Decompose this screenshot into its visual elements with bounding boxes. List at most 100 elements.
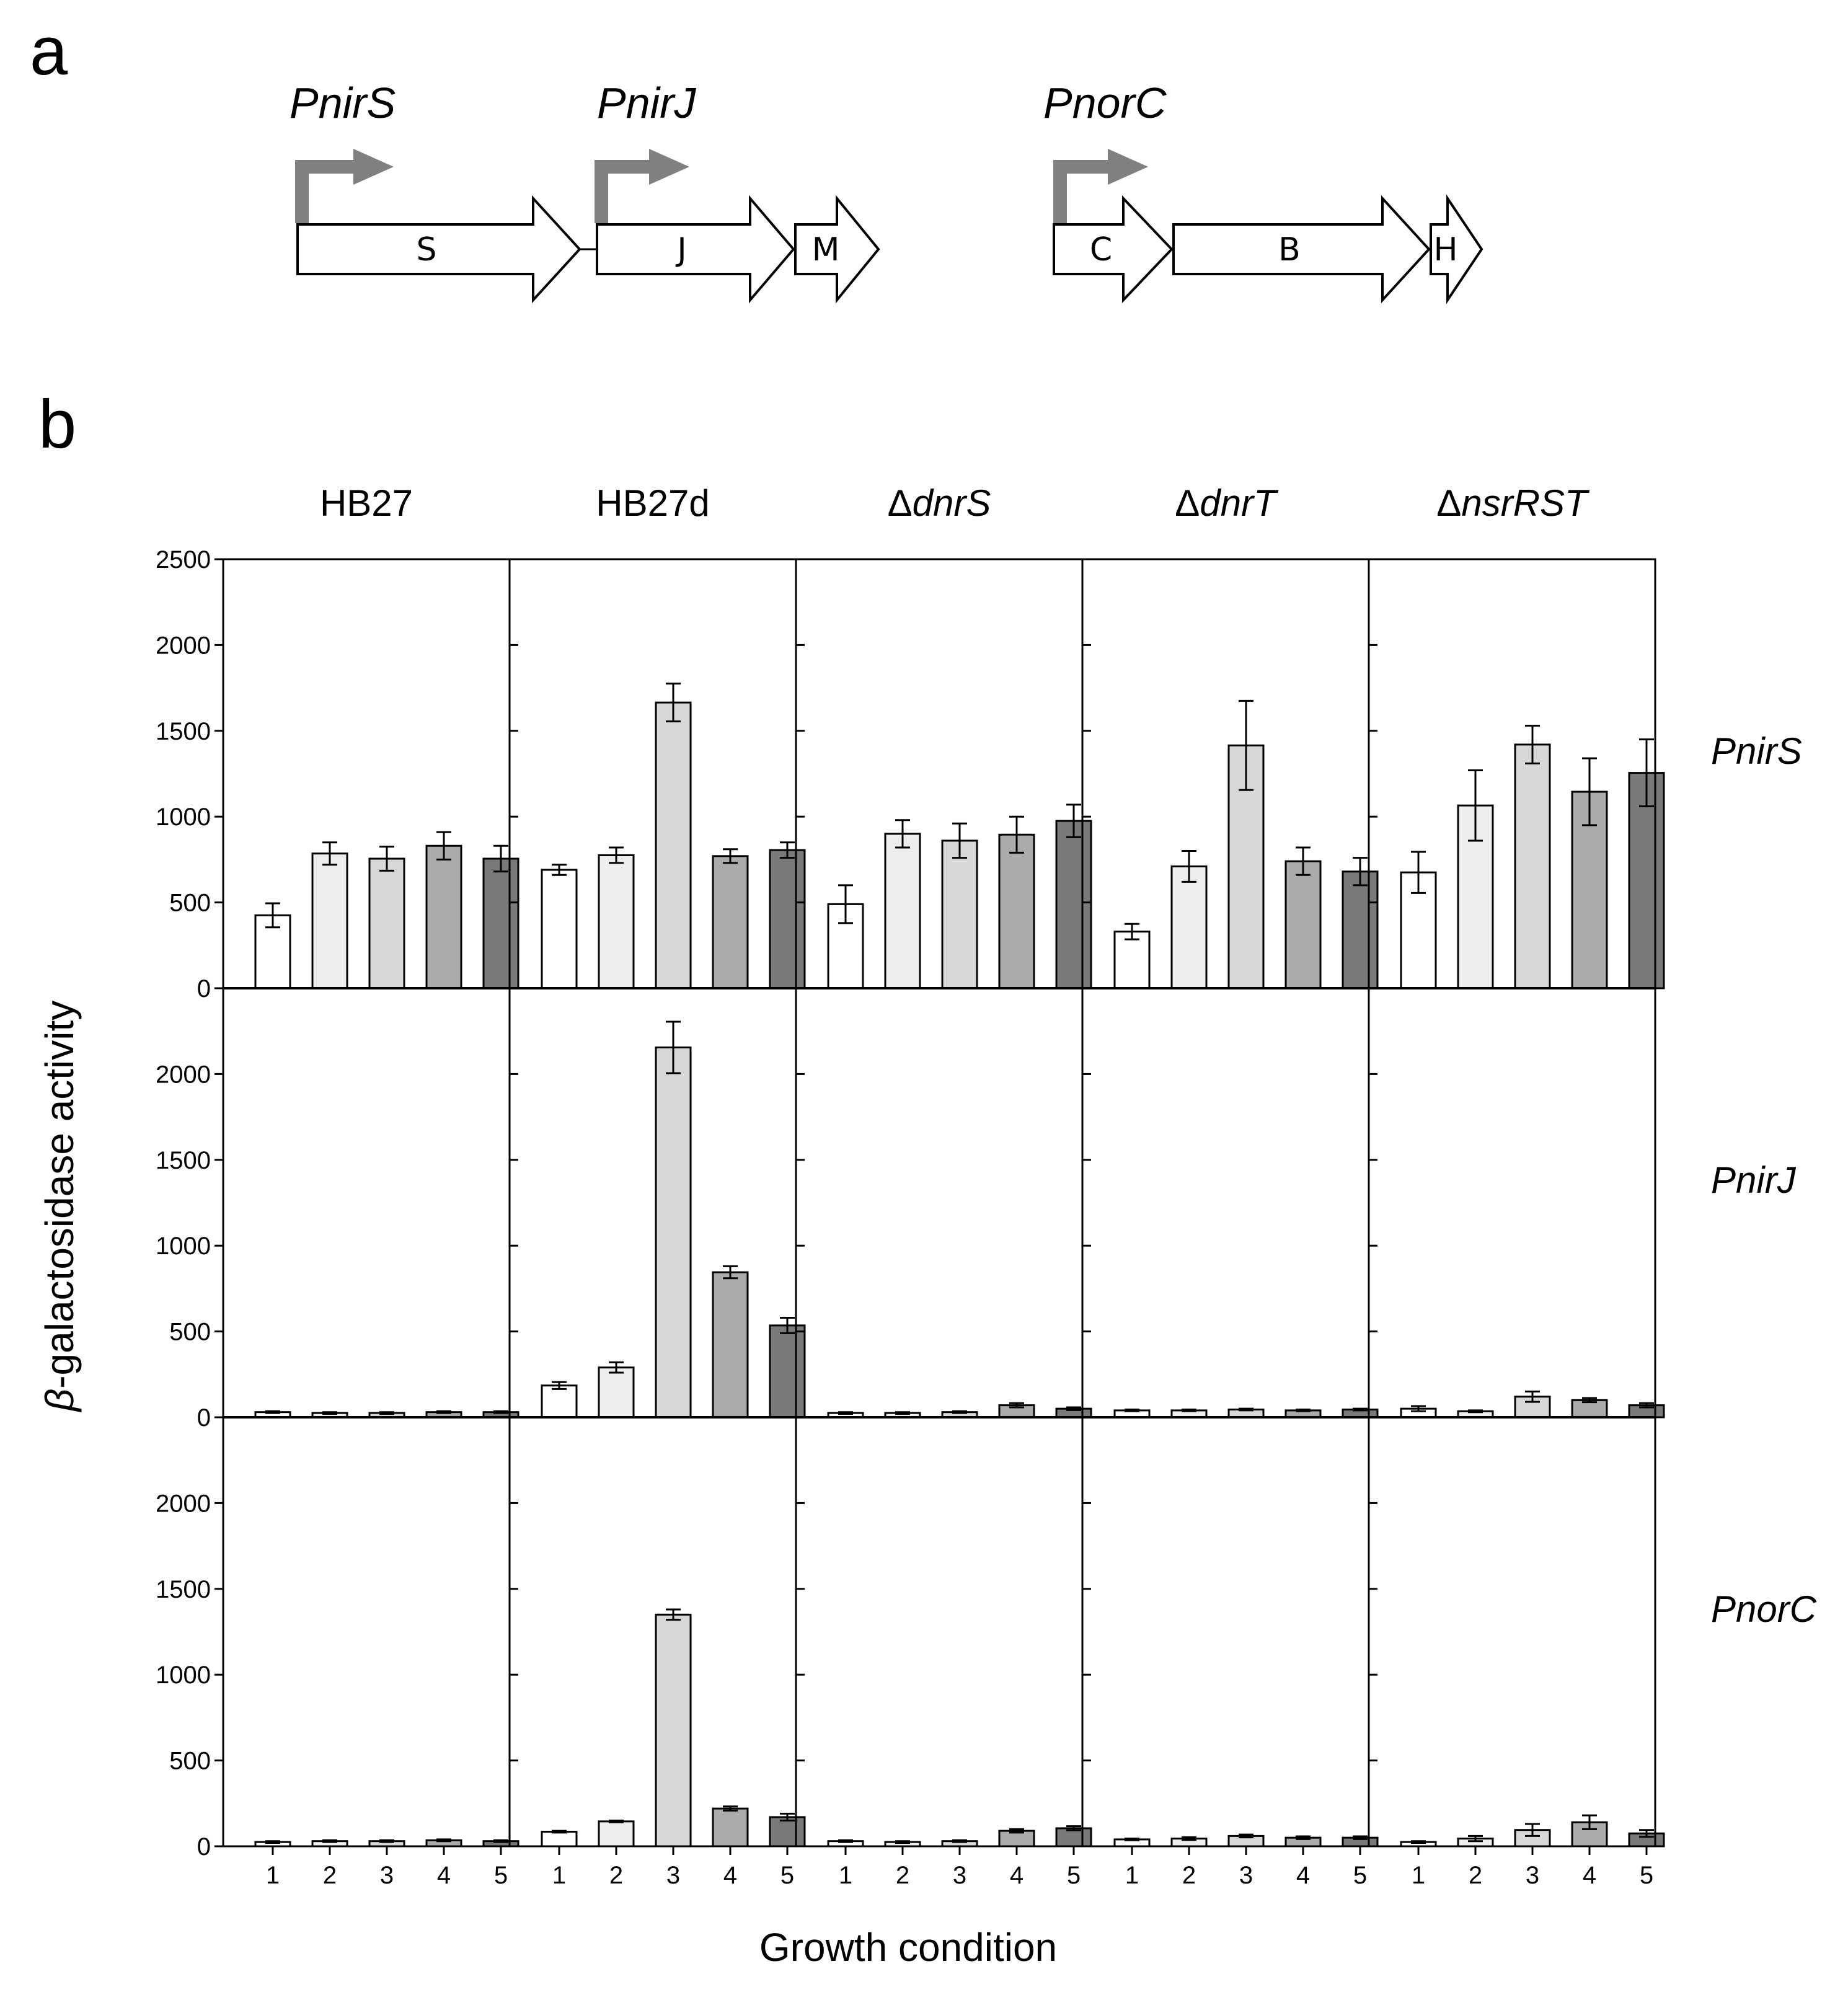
strain-header-delta: Δ: [1175, 482, 1200, 524]
x-tick-label: 3: [953, 1862, 966, 1889]
bar-PnirS-HB27-2: [311, 852, 348, 989]
strain-header-HB27d: HB27d: [596, 482, 709, 524]
promoter-arrow-nirS: [295, 160, 356, 223]
y-tick-label: 500: [169, 1319, 211, 1346]
bar-PnorC-HB27d-2: [598, 1820, 635, 1848]
y-tick-label: 2000: [156, 1490, 211, 1517]
x-tick-label: 1: [266, 1862, 280, 1889]
x-axis-title: Growth condition: [759, 1925, 1057, 1970]
bar-PnirS-HB27-4: [425, 844, 462, 989]
x-tick-label: 3: [1526, 1862, 1539, 1889]
promoter-arrowhead-nirJ: [649, 149, 689, 185]
bar-PnirJ-HB27d-1: [541, 1384, 578, 1419]
strain-header-name: nsrRST: [1461, 482, 1590, 524]
bar-PnirS-nsrRST-5: [1628, 772, 1665, 989]
x-tick-label: 1: [1125, 1862, 1139, 1889]
plot-frame: [222, 558, 1656, 1848]
gene-arrow-C: [1053, 195, 1174, 304]
bar-PnirS-HB27d-1: [541, 869, 578, 989]
gene-arrow-B: [1172, 195, 1431, 304]
x-tick-label: 3: [1239, 1862, 1253, 1889]
y-tick-label: 1500: [156, 1147, 211, 1174]
gene-label-M: M: [812, 231, 840, 268]
bar-PnorC-HB27d-4: [712, 1807, 749, 1848]
x-tick-label: 5: [1640, 1862, 1653, 1889]
strain-header-name: HB27d: [596, 482, 709, 524]
gene-label-B: B: [1278, 231, 1301, 268]
bar-PnirS-HB27d-4: [712, 855, 749, 989]
bar-PnirS-dnrT-5: [1342, 870, 1379, 989]
gene-label-C: C: [1090, 231, 1112, 268]
bar-PnorC-HB27d-5: [769, 1816, 806, 1848]
bar-PnirS-dnrS-2: [884, 833, 921, 989]
x-tick-label: 5: [1353, 1862, 1367, 1889]
x-tick-label: 1: [1412, 1862, 1425, 1889]
x-tick-label: 4: [723, 1862, 737, 1889]
gene-arrow-M: [794, 195, 880, 304]
x-tick-label: 2: [1182, 1862, 1196, 1889]
gene-label-J: J: [675, 231, 686, 268]
y-tick-label: 0: [197, 975, 211, 1002]
bar-PnirS-HB27d-2: [598, 854, 635, 989]
y-tick-label: 500: [169, 1748, 211, 1775]
promoter-label-norC: PnorC: [1043, 79, 1167, 127]
x-tick-label: 2: [323, 1862, 337, 1889]
bar-PnirS-dnrT-4: [1284, 860, 1322, 989]
x-tick-label: 2: [896, 1862, 909, 1889]
y-axis-title-text: -galactosidase activity: [37, 1001, 82, 1389]
strain-header-nsrRST: ΔnsrRST: [1436, 482, 1590, 524]
bar-PnirS-dnrT-2: [1170, 865, 1208, 989]
y-tick-label: 0: [197, 1833, 211, 1861]
x-tick-label: 1: [839, 1862, 852, 1889]
gene-arrow-J: [596, 195, 795, 304]
x-tick-label: 2: [1469, 1862, 1482, 1889]
bar-PnirS-HB27-3: [368, 857, 405, 989]
y-tick-label: 1000: [156, 803, 211, 831]
operon-diagram: PnirS PnirJ PnorC S J M C B H: [290, 79, 1483, 304]
bar-PnorC-HB27d-1: [541, 1830, 578, 1848]
bar-chart-grid: HB27 HB27d ΔdnrS ΔdnrT ΔnsrRST05001000150020…: [156, 482, 1817, 1889]
strain-header-dnrT: ΔdnrT: [1175, 482, 1279, 524]
bar-PnirJ-HB27d-5: [769, 1324, 806, 1419]
row-label-PnirJ: PnirJ: [1711, 1159, 1797, 1201]
y-axis-title: β-galactosidase activity: [37, 1001, 82, 1413]
x-tick-label: 5: [494, 1862, 508, 1889]
x-tick-label: 2: [609, 1862, 623, 1889]
x-tick-label: 5: [780, 1862, 794, 1889]
y-tick-label: 1500: [156, 718, 211, 745]
y-tick-label: 500: [169, 890, 211, 917]
bar-PnirJ-HB27d-4: [712, 1271, 749, 1419]
bar-PnirS-dnrS-5: [1055, 820, 1092, 989]
y-tick-label: 1000: [156, 1662, 211, 1689]
x-tick-label: 4: [1583, 1862, 1596, 1889]
bar-PnorC-dnrS-5: [1055, 1827, 1092, 1848]
bar-PnirS-HB27d-5: [769, 849, 806, 989]
panel-b-label: b: [38, 386, 76, 463]
bar-PnirS-HB27-5: [482, 857, 519, 989]
promoter-arrow-norC: [1053, 160, 1111, 223]
gene-arrow-H: [1430, 194, 1483, 304]
panel-a-label: a: [30, 13, 68, 89]
bar-PnirS-dnrS-4: [998, 833, 1035, 989]
gene-label-S: S: [416, 231, 436, 268]
gene-label-H: H: [1433, 231, 1457, 268]
strain-header-name: HB27: [320, 482, 413, 524]
strain-header-delta: Δ: [888, 482, 913, 524]
x-tick-label: 4: [1296, 1862, 1310, 1889]
strain-header-delta: Δ: [1436, 482, 1461, 524]
strain-header-name: dnrS: [913, 482, 991, 524]
strain-header-name: dnrT: [1200, 482, 1279, 524]
row-label-PnirS: PnirS: [1711, 730, 1802, 772]
bar-PnirJ-HB27d-2: [598, 1366, 635, 1419]
y-tick-label: 2000: [156, 632, 211, 659]
promoter-label-nirS: PnirS: [290, 79, 396, 127]
strain-header-HB27: HB27: [320, 482, 413, 524]
promoter-arrow-nirJ: [595, 160, 652, 223]
bar-PnirS-HB27d-3: [655, 701, 692, 989]
x-tick-label: 1: [552, 1862, 566, 1889]
y-tick-label: 2000: [156, 1061, 211, 1088]
x-tick-label: 4: [1010, 1862, 1023, 1889]
y-axis-title-beta: β: [37, 1389, 82, 1413]
y-tick-label: 1500: [156, 1576, 211, 1603]
